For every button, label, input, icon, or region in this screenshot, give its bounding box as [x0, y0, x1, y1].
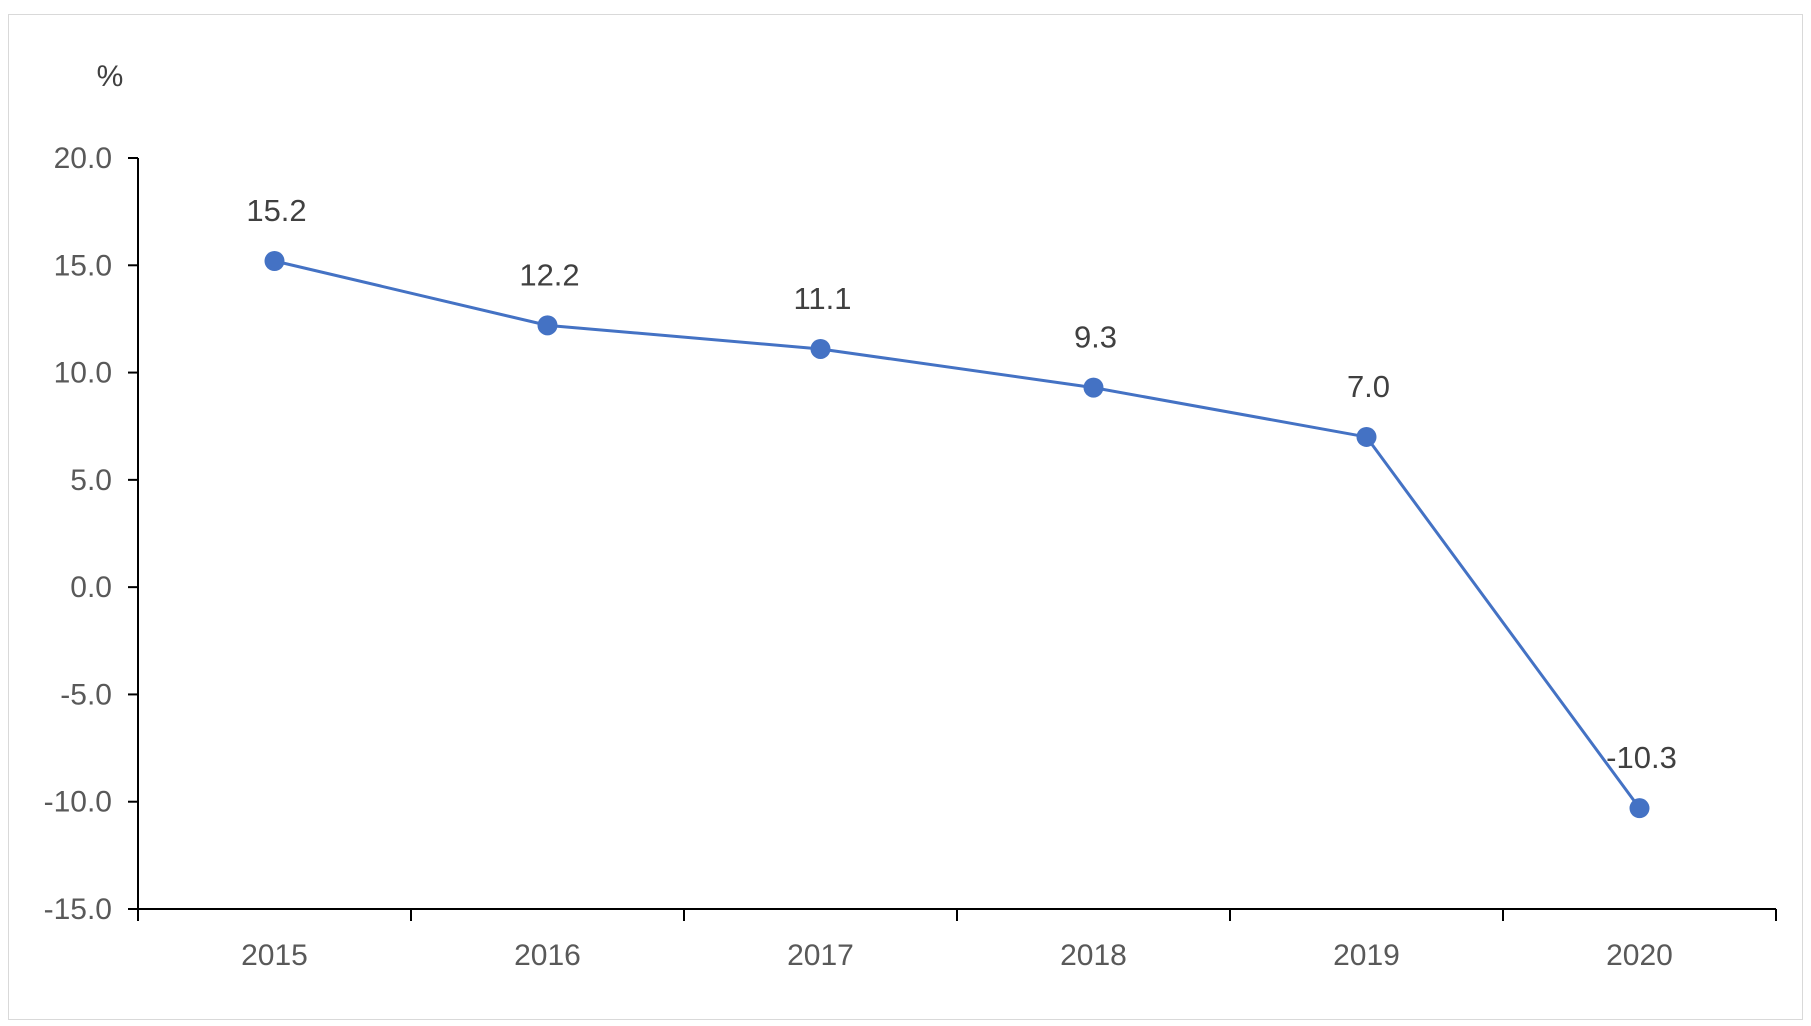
- data-label: 15.2: [246, 193, 306, 228]
- y-tick-label: 20.0: [54, 142, 112, 175]
- data-label: 7.0: [1347, 369, 1390, 404]
- x-tick-label: 2018: [1060, 939, 1127, 972]
- x-tick-label: 2015: [241, 939, 308, 972]
- x-tick-label: 2019: [1333, 939, 1400, 972]
- data-label: 12.2: [519, 257, 579, 292]
- data-labels: 15.2 12.2 11.1 9.3 7.0 -10.3: [246, 193, 1677, 775]
- x-axis: 2015 2016 2017 2018 2019 2020: [137, 908, 1777, 972]
- data-label: 9.3: [1074, 320, 1117, 355]
- data-label: -10.3: [1606, 740, 1677, 775]
- data-point: [264, 250, 285, 271]
- y-axis-unit-label: %: [97, 60, 124, 93]
- series-line: [274, 259, 1641, 810]
- data-point: [537, 315, 558, 336]
- x-tick-label: 2020: [1606, 939, 1673, 972]
- data-point: [1356, 426, 1377, 447]
- data-point: [1083, 377, 1104, 398]
- y-tick-label: -10.0: [44, 786, 112, 819]
- y-tick-label: 5.0: [70, 464, 112, 497]
- series-group: [264, 250, 1650, 819]
- y-tick-label: 10.0: [54, 357, 112, 390]
- data-label: 11.1: [793, 281, 851, 316]
- y-tick-label: 0.0: [70, 571, 112, 604]
- y-tick-label: -15.0: [44, 893, 112, 926]
- y-tick-label: 15.0: [54, 249, 112, 282]
- x-tick-label: 2017: [787, 939, 854, 972]
- data-point: [1629, 798, 1650, 819]
- chart-frame: [8, 14, 1803, 1020]
- x-tick-label: 2016: [514, 939, 581, 972]
- y-tick-label: -5.0: [60, 678, 112, 711]
- y-axis: 20.0 15.0 10.0 5.0 0.0 -5.0 -10.0 -15.0: [44, 142, 139, 926]
- data-point: [810, 338, 831, 359]
